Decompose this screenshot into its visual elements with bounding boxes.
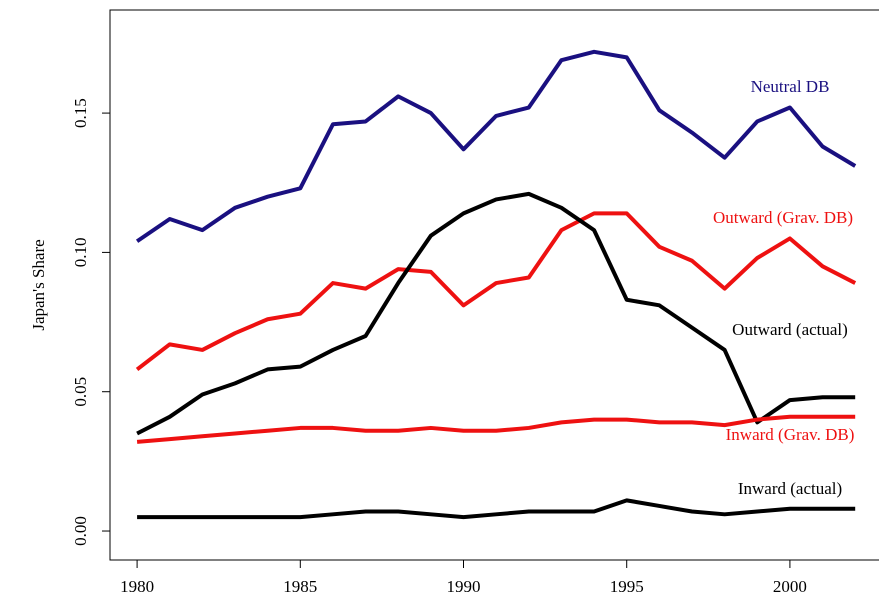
y-tick-label: 0.00 — [71, 516, 90, 546]
series-label: Neutral DB — [751, 77, 830, 96]
x-tick-label: 2000 — [773, 577, 807, 596]
x-tick-label: 1980 — [120, 577, 154, 596]
series-label: Outward (Grav. DB) — [713, 208, 853, 227]
y-tick-label: 0.10 — [71, 238, 90, 268]
series-line — [136, 191, 856, 436]
series-label: Outward (actual) — [732, 320, 848, 339]
series-label: Inward (actual) — [738, 479, 842, 498]
x-tick-label: 1985 — [283, 577, 317, 596]
series-line — [136, 414, 856, 444]
series-line — [135, 49, 857, 243]
y-axis-label: Japan's Share — [29, 239, 48, 330]
series-line — [137, 498, 856, 520]
y-tick-label: 0.15 — [71, 98, 90, 128]
plot-frame — [109, 9, 879, 561]
x-tick-label: 1990 — [447, 577, 481, 596]
y-tick-label: 0.05 — [71, 377, 90, 407]
x-tick-label: 1995 — [610, 577, 644, 596]
series-label: Inward (Grav. DB) — [726, 425, 855, 444]
series-line — [135, 211, 857, 372]
